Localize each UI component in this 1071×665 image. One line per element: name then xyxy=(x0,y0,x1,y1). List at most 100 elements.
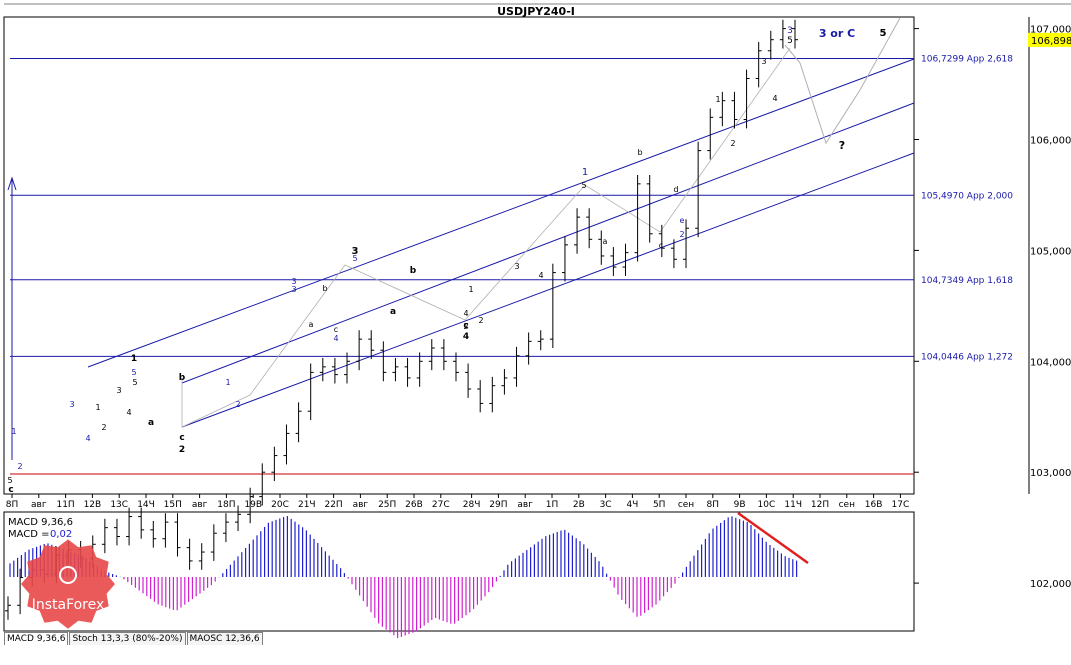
wave-label: 4 xyxy=(463,309,468,318)
channel-line xyxy=(181,102,915,384)
tab-stoch[interactable]: Stoch 13,3,3 (80%-20%) xyxy=(69,632,186,645)
x-tick-label: 15П xyxy=(164,500,182,510)
y-tick-label: 105,000 xyxy=(1030,246,1071,257)
wave-label: 2 xyxy=(730,139,735,148)
x-tick-label: 16В xyxy=(865,500,883,510)
wave-label: ? xyxy=(839,139,845,152)
wave-label: 1 xyxy=(11,427,16,436)
wave-label: 3 xyxy=(291,285,296,294)
wave-label: 5 xyxy=(7,476,12,485)
wave-label: 2 xyxy=(679,230,684,239)
x-tick-label: 14Ч xyxy=(137,500,155,510)
fib-level-label: 106,7299 App 2,618 xyxy=(921,55,1013,65)
x-tick-label: 11П xyxy=(56,500,74,510)
macd-value: 0,02 xyxy=(50,529,72,540)
fib-level-label: 105,4970 App 2,000 xyxy=(921,191,1013,201)
wave-label: d xyxy=(673,185,678,194)
divergence-line xyxy=(737,511,809,565)
x-tick-label: авг xyxy=(31,500,47,510)
x-tick-label: 11Ч xyxy=(784,500,802,510)
arrow-head-icon xyxy=(7,176,17,191)
wave-label: 3 xyxy=(352,246,359,257)
wave-label: c xyxy=(659,241,663,250)
wave-path xyxy=(181,47,791,428)
indicator-tabs: MACD 9,36,6 Stoch 13,3,3 (80%-20%) MAOSC… xyxy=(4,632,264,646)
macd-title: MACD 9,36,6 xyxy=(8,517,73,528)
tab-macd[interactable]: MACD 9,36,6 xyxy=(4,632,69,645)
instaforex-logo: InstaForex xyxy=(21,539,115,629)
wave-label: c xyxy=(8,485,13,495)
logo-emblem-icon xyxy=(59,566,77,584)
fib-level-label: 104,7349 App 1,618 xyxy=(921,276,1013,286)
x-tick-label: 9В xyxy=(734,500,746,510)
tab-maosc[interactable]: MAOSC 12,36,6 xyxy=(186,632,263,645)
wave-label: b xyxy=(322,284,327,293)
x-tick-label: 2В xyxy=(573,500,585,510)
wave-label: 1 xyxy=(582,167,588,178)
fib-level-label: 104,0446 App 1,272 xyxy=(921,352,1013,362)
wave-label: 5 xyxy=(880,28,887,39)
x-tick-label: 26В xyxy=(405,500,423,510)
wave-label: 2 xyxy=(101,423,106,432)
wave-label: 4 xyxy=(333,334,338,343)
x-tick-label: 5П xyxy=(653,500,666,510)
y-tick-label: 102,000 xyxy=(1030,579,1071,590)
wave-label: 2 xyxy=(463,322,468,331)
wave-label: 4 xyxy=(85,434,90,443)
wave-label: 4 xyxy=(463,332,469,342)
y-tick-label: 103,000 xyxy=(1030,468,1071,479)
wave-label: b xyxy=(637,148,642,157)
wave-label: c xyxy=(179,433,184,443)
current-price-label: 106,898 xyxy=(1031,36,1071,47)
wave-label: 4 xyxy=(772,94,777,103)
wave-label: 3 xyxy=(787,26,793,36)
x-tick-label: 20С xyxy=(271,500,289,510)
wave-label: b xyxy=(410,266,417,276)
wave-label: 5 xyxy=(352,254,357,263)
wave-label: 5 xyxy=(132,378,137,387)
channel-line xyxy=(87,58,915,368)
x-tick-label: 22П xyxy=(324,500,342,510)
wave-label: 2 xyxy=(478,316,483,325)
x-tick-label: 3С xyxy=(600,500,612,510)
x-tick-label: сен xyxy=(678,500,694,510)
wave-label: 3 xyxy=(761,57,766,66)
wave-label: 3 xyxy=(291,277,296,286)
wave-label: 3 xyxy=(116,386,121,395)
wave-label: c xyxy=(334,325,338,334)
x-tick-label: 18П xyxy=(217,500,235,510)
wave-label: 1 xyxy=(131,354,137,364)
y-tick-label: 106,000 xyxy=(1030,136,1071,147)
wave-label: 3 xyxy=(514,262,519,271)
wave-label: 4 xyxy=(538,271,543,280)
wave-label: a xyxy=(148,418,154,428)
wave-label: 5 xyxy=(787,36,793,46)
x-tick-label: 12П xyxy=(811,500,829,510)
wave-label: 1 xyxy=(95,403,100,412)
wave-label: 1 xyxy=(715,95,720,104)
x-tick-label: 10С xyxy=(758,500,776,510)
price-pane xyxy=(3,16,915,495)
x-tick-label: авг xyxy=(517,500,533,510)
wave-label: 4 xyxy=(126,408,131,417)
x-tick-label: авг xyxy=(192,500,208,510)
wave-label: 3 or C xyxy=(819,27,855,40)
projection-path xyxy=(784,17,901,145)
wave-label: b xyxy=(179,373,186,383)
x-tick-label: 25П xyxy=(378,500,396,510)
wave-label: a xyxy=(390,307,396,317)
x-tick-label: 1П xyxy=(546,500,559,510)
chart-title: USDJPY240-I xyxy=(497,5,575,18)
current-price-box xyxy=(1028,32,1071,47)
wave-label: 3 xyxy=(69,400,74,409)
wave-label: a xyxy=(603,237,608,246)
x-tick-label: 13С xyxy=(110,500,128,510)
x-tick-label: сен xyxy=(839,500,855,510)
svg-text:InstaForex: InstaForex xyxy=(32,597,105,613)
x-tick-label: 27С xyxy=(432,500,450,510)
wave-label: 2 xyxy=(179,445,185,455)
wave-label: a xyxy=(309,320,314,329)
y-tick-label: 107,000 xyxy=(1030,25,1071,36)
x-tick-label: 4Ч xyxy=(626,500,638,510)
